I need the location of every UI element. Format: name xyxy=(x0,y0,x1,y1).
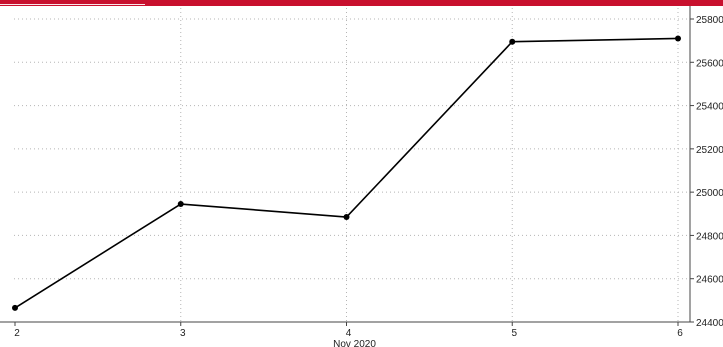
axes xyxy=(0,6,691,323)
data-point xyxy=(509,38,516,45)
series-1 xyxy=(12,35,681,311)
data-point xyxy=(177,201,184,208)
x-axis-ticks: 2 3 4 5 6 xyxy=(14,322,683,339)
x-tick-label: 5 xyxy=(511,328,517,339)
data-point xyxy=(12,304,18,311)
y-tick-label: 24600 xyxy=(696,275,723,286)
y-tick-label: 25800 xyxy=(696,15,723,26)
series-line xyxy=(14,37,679,309)
header-accent-bar xyxy=(0,0,723,6)
y-tick-label: 24800 xyxy=(696,231,723,242)
data-point xyxy=(675,35,681,42)
y-tick-label: 25200 xyxy=(696,145,723,156)
y-tick-label: 25400 xyxy=(696,102,723,113)
grid-lines xyxy=(14,8,690,322)
x-axis-title: Nov 2020 xyxy=(333,339,376,347)
y-tick-label: 24400 xyxy=(696,318,723,329)
x-tick-label: 2 xyxy=(14,328,20,339)
y-tick-label: 25600 xyxy=(696,58,723,69)
data-point xyxy=(343,214,350,221)
x-tick-label: 6 xyxy=(677,328,683,339)
header-accent-highlight xyxy=(0,4,145,5)
x-tick-label: 3 xyxy=(180,328,186,339)
y-axis-ticks: 24400 24600 24800 25000 25200 25400 25600 25800 xyxy=(690,15,723,329)
y-tick-label: 25000 xyxy=(696,188,723,199)
x-tick-label: 4 xyxy=(346,328,352,339)
